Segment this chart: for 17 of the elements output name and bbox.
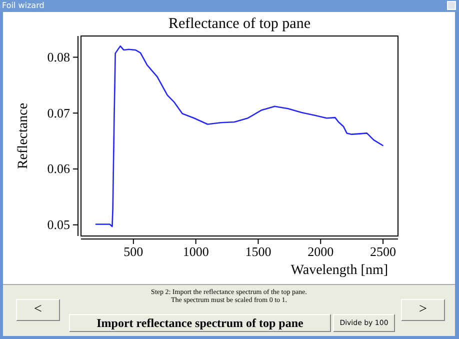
x-tick-label: 2000 (308, 244, 334, 260)
y-axis-title: Reflectance (16, 102, 31, 170)
line-series (95, 45, 384, 228)
button: Import reflectance spectrum of top pane (69, 314, 331, 332)
button: < (16, 299, 60, 321)
button: > (401, 299, 445, 321)
y-tick-label: 0.05 (47, 216, 70, 232)
x-tick-label: 2500 (370, 244, 396, 260)
x-tick-label: 1500 (245, 244, 272, 260)
text: Foil wizard (2, 1, 44, 10)
y-tick-label: 0.06 (47, 161, 70, 176)
x-tick-label: 500 (124, 244, 144, 260)
y-tick-label: 0.07 (47, 105, 70, 120)
x-axis-title: Wavelength [nm] (290, 263, 388, 278)
x-tick-label: 1000 (182, 244, 209, 260)
chart-title: Reflectance of top pane (168, 16, 311, 32)
y-tick-label: 0.08 (47, 49, 70, 64)
